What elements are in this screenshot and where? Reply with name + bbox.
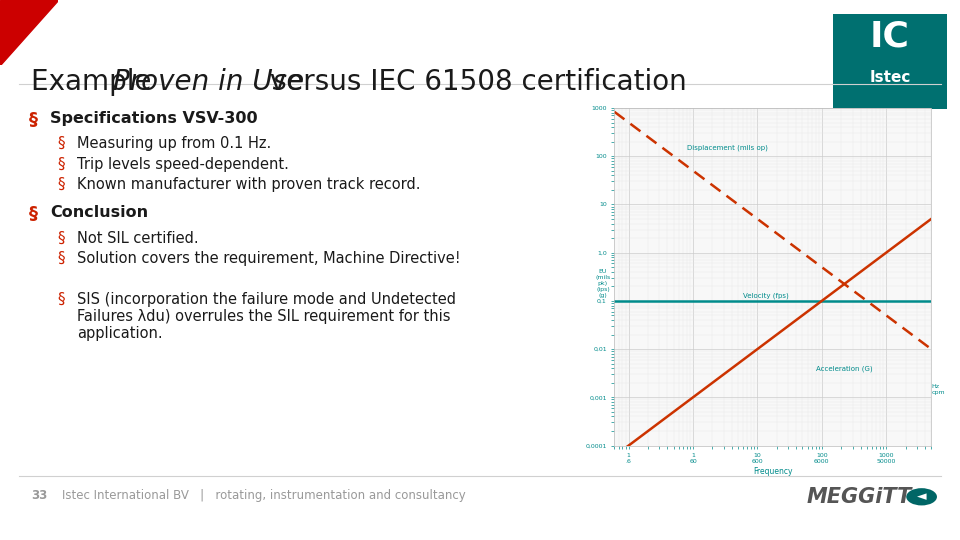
Text: SIS (incorporation the failure mode and Undetected
Failures λdu) overrules the S: SIS (incorporation the failure mode and … <box>77 292 456 341</box>
Text: versus IEC 61508 certification: versus IEC 61508 certification <box>261 68 686 96</box>
Text: Istec International BV   |   rotating, instrumentation and consultancy: Istec International BV | rotating, instr… <box>62 489 467 502</box>
Text: Acceleration (G): Acceleration (G) <box>816 365 873 372</box>
Text: Conclusion: Conclusion <box>50 205 148 220</box>
X-axis label: Frequency: Frequency <box>753 467 793 476</box>
Text: §: § <box>58 177 65 192</box>
Text: ◄: ◄ <box>917 490 926 503</box>
Text: Solution covers the requirement, Machine Directive!: Solution covers the requirement, Machine… <box>77 251 461 266</box>
Text: §: § <box>29 205 37 223</box>
Text: Known manufacturer with proven track record.: Known manufacturer with proven track rec… <box>77 177 420 192</box>
Text: Measuring up from 0.1 Hz.: Measuring up from 0.1 Hz. <box>77 136 271 151</box>
Text: EU
(mils
pk)
(ips)
(g): EU (mils pk) (ips) (g) <box>595 269 611 298</box>
Text: Proven in Use: Proven in Use <box>113 68 304 96</box>
Text: §: § <box>58 292 65 307</box>
Text: Velocity (fps): Velocity (fps) <box>743 293 789 300</box>
Text: Displacement (mils op): Displacement (mils op) <box>686 145 768 151</box>
FancyBboxPatch shape <box>833 14 947 109</box>
Text: 33: 33 <box>31 489 47 502</box>
Text: Not SIL certified.: Not SIL certified. <box>77 231 199 246</box>
Text: MEGGiTT: MEGGiTT <box>806 487 912 507</box>
Text: §: § <box>58 136 65 151</box>
Text: Example: Example <box>31 68 160 96</box>
Text: §: § <box>29 111 37 129</box>
Text: Trip levels speed-dependent.: Trip levels speed-dependent. <box>77 157 289 172</box>
Text: §: § <box>58 251 65 266</box>
Text: §: § <box>58 231 65 246</box>
Text: Specifications VSV-300: Specifications VSV-300 <box>50 111 257 126</box>
Text: §: § <box>58 157 65 172</box>
Text: IC: IC <box>870 20 910 53</box>
Text: International: International <box>861 116 919 125</box>
Polygon shape <box>0 0 58 65</box>
Text: Hz
cpm: Hz cpm <box>931 384 945 395</box>
Text: Istec: Istec <box>869 70 911 85</box>
